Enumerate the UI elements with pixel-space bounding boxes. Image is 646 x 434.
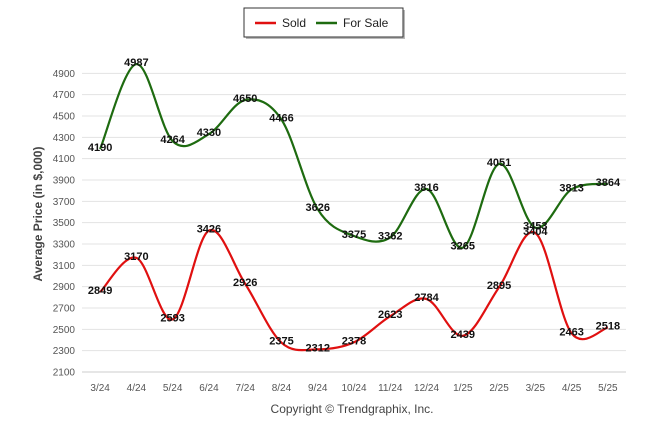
grid-lines: [82, 72, 626, 373]
data-label-sold: 2312: [305, 342, 329, 354]
legend: Sold For Sale: [243, 7, 405, 39]
data-label-sold: 2784: [414, 292, 439, 304]
y-tick-label: 4900: [53, 69, 76, 80]
x-tick-label: 1/25: [453, 383, 473, 394]
data-label-sold: 2593: [160, 312, 184, 324]
y-axis-label: Average Price (in $,000): [31, 147, 45, 282]
x-tick-label: 6/24: [199, 383, 219, 394]
data-label-sold: 2926: [233, 277, 257, 289]
copyright-text: Copyright © Trendgraphix, Inc.: [271, 402, 434, 416]
data-label-sold: 2378: [342, 335, 366, 347]
x-tick-label: 4/25: [562, 383, 582, 394]
y-tick-label: 2500: [53, 325, 76, 336]
y-tick-label: 3900: [53, 176, 76, 187]
data-label-sold: 3404: [523, 226, 548, 238]
data-label-sold: 2463: [559, 326, 583, 338]
y-tick-label: 4100: [53, 154, 76, 165]
x-tick-label: 3/25: [526, 383, 546, 394]
data-label-for-sale: 4190: [88, 142, 112, 154]
y-axis-ticks: 2100 2300 2500 2700 2900 3100 3300 3500 3700 3900…: [53, 69, 76, 379]
data-label-sold: 3170: [124, 251, 148, 263]
y-tick-label: 2100: [53, 368, 76, 379]
x-tick-label: 9/24: [308, 383, 328, 394]
data-label-for-sale: 3265: [451, 241, 475, 253]
data-label-for-sale: 3816: [414, 182, 438, 194]
x-tick-label: 4/24: [127, 383, 147, 394]
x-tick-label: 2/25: [489, 383, 509, 394]
y-tick-label: 2900: [53, 282, 76, 293]
data-label-for-sale: 4264: [160, 134, 185, 146]
y-tick-label: 2300: [53, 346, 76, 357]
x-tick-label: 5/25: [598, 383, 618, 394]
y-tick-label: 3500: [53, 218, 76, 229]
data-label-sold: 2375: [269, 336, 293, 348]
x-tick-label: 7/24: [235, 383, 255, 394]
data-label-for-sale: 4987: [124, 57, 148, 69]
series-line-sold: [99, 229, 609, 352]
series-line-for-sale: [99, 62, 609, 249]
y-tick-label: 4300: [53, 133, 76, 144]
data-label-for-sale: 3375: [342, 229, 366, 241]
data-label-sold: 2439: [451, 329, 475, 341]
data-label-sold: 2895: [487, 280, 511, 292]
y-tick-label: 3700: [53, 197, 76, 208]
legend-label-for-sale: For Sale: [343, 16, 389, 30]
data-label-for-sale: 4051: [487, 157, 511, 169]
y-tick-label: 3300: [53, 240, 76, 251]
data-label-sold: 2623: [378, 309, 402, 321]
data-label-for-sale: 3813: [559, 182, 583, 194]
data-label-sold: 3426: [197, 224, 221, 236]
x-tick-label: 3/24: [90, 383, 110, 394]
y-tick-label: 4700: [53, 90, 76, 101]
data-label-for-sale: 4330: [197, 127, 221, 139]
data-labels: 4190 4987 4264 4330 4650 4466 3626 3375 3362 3816…: [88, 57, 621, 354]
data-label-sold: 2518: [596, 320, 620, 332]
x-tick-label: 12/24: [414, 383, 439, 394]
y-tick-label: 4500: [53, 112, 76, 123]
y-tick-label: 3100: [53, 261, 76, 272]
data-label-for-sale: 3362: [378, 230, 402, 242]
x-tick-label: 11/24: [378, 383, 403, 394]
x-tick-label: 10/24: [341, 383, 366, 394]
data-label-for-sale: 4466: [269, 113, 293, 125]
x-tick-label: 5/24: [163, 383, 183, 394]
x-axis-ticks: 3/24 4/24 5/24 6/24 7/24 8/24 9/24 10/24 11/24 12…: [90, 383, 618, 394]
data-label-sold: 2849: [88, 285, 112, 297]
data-label-for-sale: 4650: [233, 93, 257, 105]
x-tick-label: 8/24: [272, 383, 292, 394]
y-tick-label: 2700: [53, 304, 76, 315]
legend-label-sold: Sold: [282, 16, 306, 30]
data-label-for-sale: 3626: [305, 202, 329, 214]
data-label-for-sale: 3453: [523, 221, 547, 233]
data-label-for-sale: 3864: [596, 177, 621, 189]
series-lines: [99, 62, 609, 352]
